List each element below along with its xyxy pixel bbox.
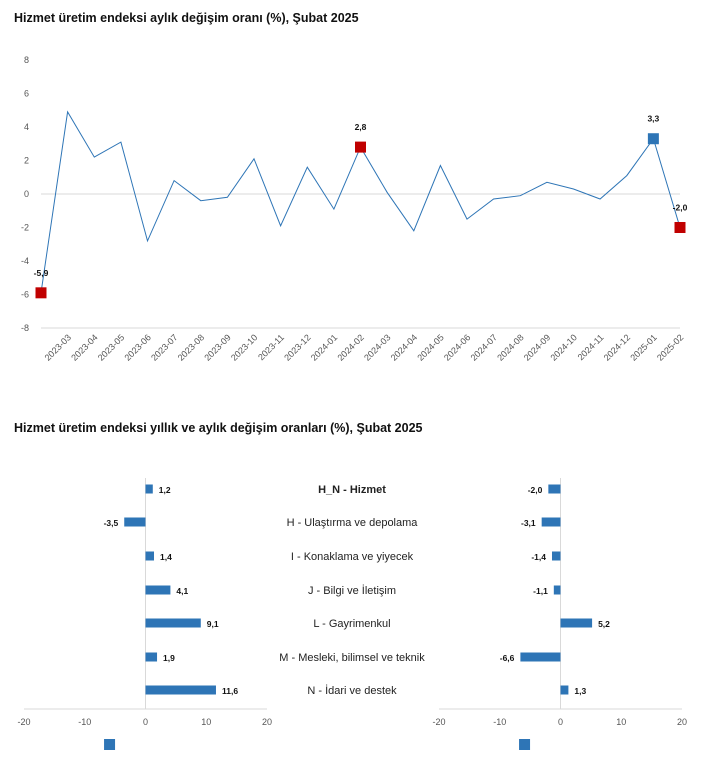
monthly-bar — [560, 618, 593, 628]
annual-x-tick-label: 20 — [262, 717, 272, 727]
y-tick-label: -8 — [21, 323, 29, 333]
y-tick-label: -6 — [21, 290, 29, 300]
monthly-data-label: 1,3 — [574, 686, 586, 696]
annual-data-label: 9,1 — [207, 619, 219, 629]
annual-data-label: -3,5 — [104, 518, 119, 528]
bar-chart-title: Hizmet üretim endeksi yıllık ve aylık de… — [14, 421, 423, 435]
monthly-data-label: -3,1 — [521, 518, 536, 528]
annual-bar — [145, 618, 201, 628]
line-chart-title: Hizmet üretim endeksi aylık değişim oran… — [14, 11, 359, 25]
category-label: M - Mesleki, bilimsel ve teknik — [279, 652, 425, 664]
monthly-x-tick-label: -20 — [432, 717, 445, 727]
monthly-data-label: -1,4 — [531, 552, 546, 562]
monthly-bar — [553, 585, 561, 595]
monthly-data-label: -1,1 — [533, 586, 548, 596]
data-label: -5,9 — [34, 268, 49, 278]
category-label: J - Bilgi ve İletişim — [308, 584, 396, 597]
annual-bar — [145, 551, 155, 561]
annual-bar — [145, 652, 158, 662]
annual-data-label: 1,2 — [159, 485, 171, 495]
annual-data-label: 11,6 — [222, 686, 238, 696]
data-point-marker — [355, 141, 366, 153]
annual-bar — [145, 484, 153, 494]
category-label: L - Gayrimenkul — [313, 618, 390, 630]
y-tick-label: 8 — [24, 55, 29, 65]
category-label: H - Ulaştırma ve depolama — [287, 517, 419, 529]
annual-bar — [124, 517, 146, 527]
data-point-marker — [674, 222, 686, 233]
annual-x-tick-label: 10 — [201, 717, 211, 727]
data-label: 2,8 — [355, 122, 367, 132]
category-label: H_N - Hizmet — [318, 484, 386, 496]
annual-data-label: 1,9 — [163, 653, 175, 663]
annual-x-tick-label: 0 — [143, 717, 148, 727]
monthly-data-label: 5,2 — [598, 619, 610, 629]
monthly-legend-swatch — [519, 739, 531, 750]
y-tick-label: -2 — [21, 223, 29, 233]
category-label: I - Konaklama ve yiyecek — [291, 551, 414, 563]
annual-x-tick-label: -10 — [78, 717, 91, 727]
data-label: 3,3 — [647, 114, 659, 124]
data-point-marker — [647, 133, 659, 145]
annual-data-label: 1,4 — [160, 552, 172, 562]
monthly-bar — [560, 685, 569, 695]
monthly-data-label: -2,0 — [528, 485, 543, 495]
y-tick-label: -4 — [21, 256, 29, 266]
monthly-x-tick-label: 20 — [677, 717, 687, 727]
y-tick-label: 4 — [24, 122, 29, 132]
monthly-change-line-chart: 86420-2-4-6-82023-032023-042023-052023-0… — [21, 55, 688, 363]
annual-bar — [145, 685, 216, 695]
monthly-bar — [548, 484, 561, 494]
y-tick-label: 6 — [24, 89, 29, 99]
annual-x-tick-label: -20 — [17, 717, 30, 727]
monthly-data-label: -6,6 — [500, 653, 515, 663]
monthly-bar — [541, 517, 561, 527]
annual-bar — [145, 585, 171, 595]
annual-legend-swatch — [104, 739, 116, 750]
monthly-x-tick-label: 10 — [616, 717, 626, 727]
data-point-marker — [35, 287, 47, 299]
annual-data-label: 4,1 — [176, 586, 188, 596]
monthly-x-tick-label: -10 — [493, 717, 506, 727]
data-label: -2,0 — [673, 203, 688, 213]
category-label: N - İdari ve destek — [307, 684, 397, 697]
y-tick-label: 0 — [24, 189, 29, 199]
monthly-x-tick-label: 0 — [558, 717, 563, 727]
y-tick-label: 2 — [24, 156, 29, 166]
monthly-bar — [520, 652, 561, 662]
monthly-bar — [551, 551, 561, 561]
